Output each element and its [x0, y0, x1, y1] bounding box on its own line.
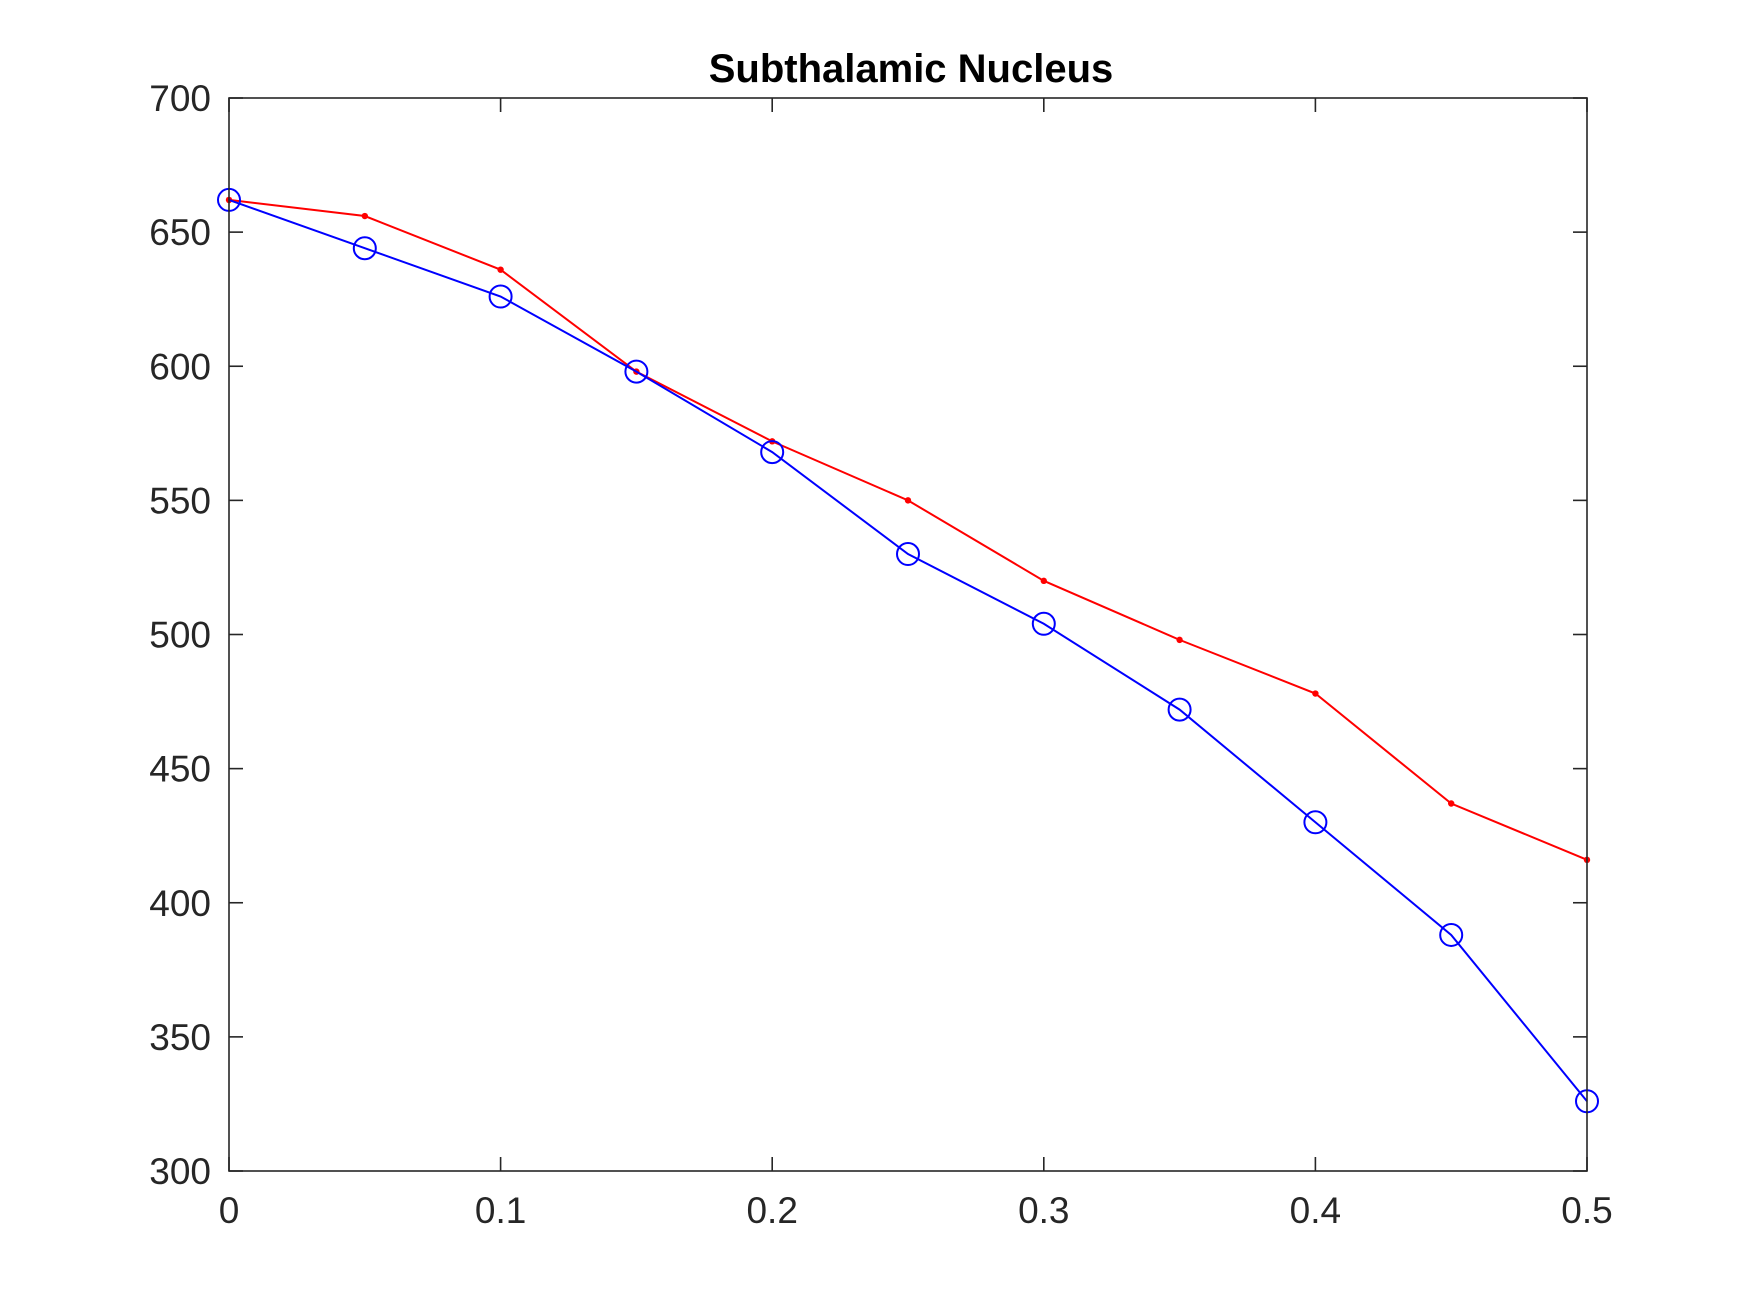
- series-2-point: [760, 440, 785, 465]
- series-1-point: [1448, 800, 1455, 807]
- series-2-point: [352, 236, 377, 261]
- series-2-point: [1439, 922, 1464, 947]
- y-tick-label: 700: [149, 78, 211, 119]
- x-tick-label: 0.1: [475, 1190, 526, 1231]
- series-1-point: [1312, 690, 1319, 697]
- plot-area-frame: [228, 97, 1588, 1172]
- x-tick-label: 0: [219, 1190, 240, 1231]
- x-axis: 0 0.1 0.2 0.3 0.4 0.5: [219, 98, 1613, 1231]
- y-tick-label: 350: [149, 1017, 211, 1058]
- series-1-point: [904, 497, 912, 504]
- x-tick-label: 0.3: [1018, 1190, 1069, 1231]
- series-1-point: [1040, 577, 1048, 585]
- series-2-line: [228, 198, 1588, 1102]
- series-2-point: [624, 359, 649, 384]
- series-1-point: [497, 266, 504, 273]
- y-tick-label: 300: [149, 1151, 211, 1192]
- y-tick-label: 600: [149, 346, 211, 387]
- y-tick-label: 650: [149, 212, 211, 253]
- y-tick-label: 500: [149, 615, 211, 656]
- series-1: [225, 196, 1591, 864]
- series-1-point: [1176, 636, 1183, 644]
- y-axis: 300 350 400 450 500 550 600 650 700: [149, 78, 1587, 1192]
- y-tick-label: 400: [149, 883, 211, 924]
- y-tick-label: 550: [149, 480, 211, 521]
- y-tick-label: 450: [149, 749, 211, 790]
- chart-title: Subthalamic Nucleus: [709, 47, 1114, 91]
- series-2-point: [896, 542, 920, 567]
- x-tick-label: 0.2: [746, 1190, 797, 1231]
- series-1-point: [361, 212, 368, 220]
- x-tick-label: 0.5: [1561, 1190, 1612, 1231]
- series-2-point: [1031, 611, 1056, 636]
- series-2-point: [1303, 810, 1328, 835]
- x-tick-label: 0.4: [1290, 1190, 1341, 1231]
- series-2-point: [1167, 697, 1192, 722]
- series-2-point: [488, 284, 513, 309]
